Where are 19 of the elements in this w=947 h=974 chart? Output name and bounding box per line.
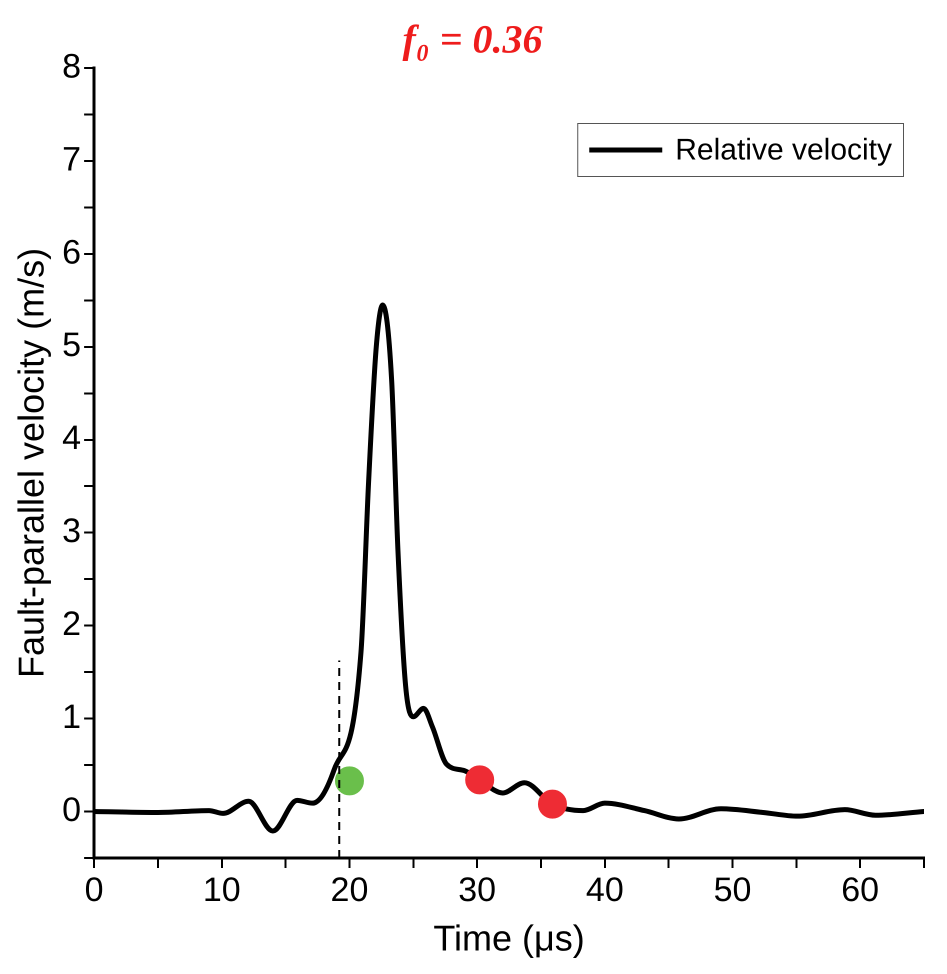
y-tick-label: 5 [62,326,82,364]
y-tick-label: 0 [62,790,82,829]
x-tick-label: 20 [330,870,368,909]
legend-label: Relative velocity [675,133,892,166]
x-tick-label: 30 [458,870,496,909]
y-tick-label: 3 [62,512,82,550]
y-tick-label: 6 [62,233,82,272]
y-tick-label: 1 [62,698,82,736]
y-tick-label: 2 [62,605,82,644]
x-axis-title: Time (μs) [433,917,585,958]
x-tick-label: 10 [202,870,241,909]
x-tick-label: 50 [714,870,752,909]
y-tick-label: 4 [62,419,82,458]
x-tick-label: 60 [841,870,880,909]
chart-title: f₀ = 0.36 [402,16,543,62]
y-axis-title: Fault-parallel velocity (m/s) [10,248,52,678]
y-tick-label: 8 [62,47,82,86]
y-tick-label: 7 [62,140,82,178]
x-tick-label: 40 [586,870,624,909]
